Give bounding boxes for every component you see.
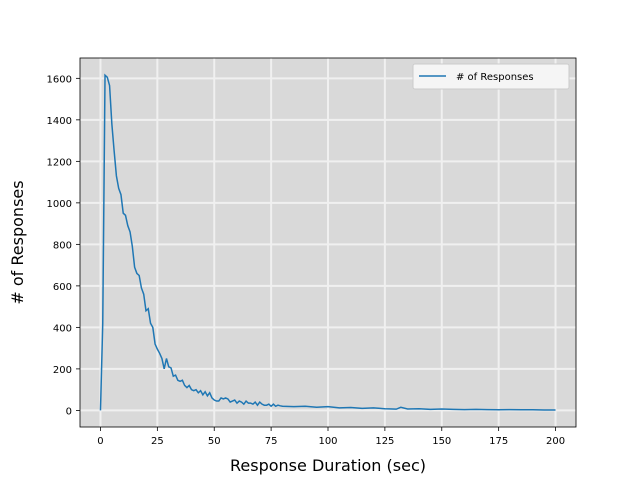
y-tick-label: 400 — [53, 323, 72, 334]
x-tick-label: 100 — [318, 436, 337, 447]
x-tick-label: 75 — [265, 436, 278, 447]
legend-label: # of Responses — [456, 72, 534, 83]
y-tick-label: 1600 — [47, 74, 72, 85]
x-axis-title: Response Duration (sec) — [230, 456, 426, 475]
y-axis-title: # of Responses — [8, 180, 27, 304]
y-tick-label: 200 — [53, 365, 72, 376]
y-tick-label: 800 — [53, 240, 72, 251]
x-tick-label: 200 — [546, 436, 565, 447]
y-tick-label: 1400 — [47, 116, 72, 127]
x-tick-label: 150 — [432, 436, 451, 447]
ticks: 0 25 50 75 100 125 150 175 200 0 200 400 600 800 1000 1… — [47, 74, 566, 447]
x-tick-label: 25 — [151, 436, 164, 447]
x-tick-label: 0 — [97, 436, 103, 447]
legend-box — [412, 63, 570, 90]
y-tick-label: 1000 — [47, 199, 72, 210]
x-tick-label: 175 — [489, 436, 508, 447]
series-line-responses — [99, 73, 556, 411]
x-tick-label: 125 — [375, 436, 394, 447]
x-tick-label: 50 — [208, 436, 221, 447]
y-tick-label: 600 — [53, 282, 72, 293]
y-tick-label: 1200 — [47, 157, 72, 168]
legend: # of Responses — [412, 63, 570, 90]
y-tick-label: 0 — [66, 406, 72, 417]
